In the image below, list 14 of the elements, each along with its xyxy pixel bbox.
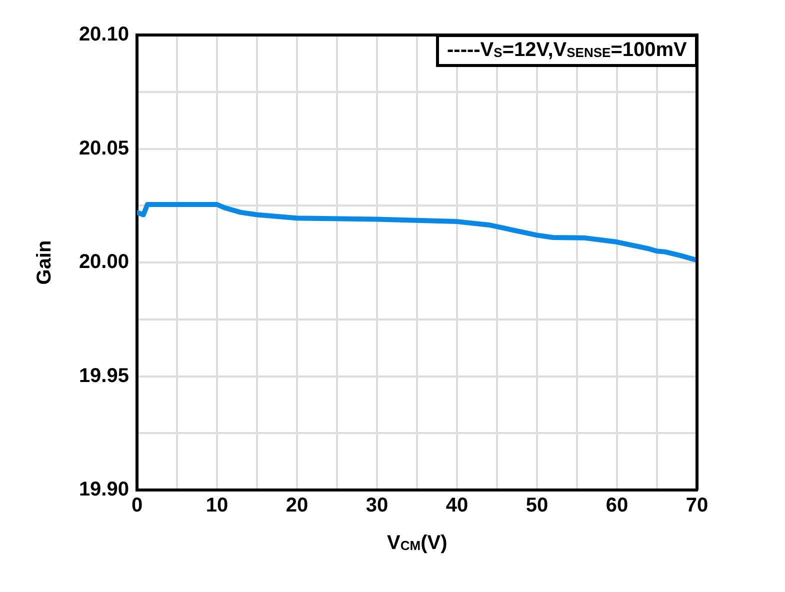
x-tick-label: 20 [286, 494, 308, 517]
y-tick-label: 20.05 [78, 137, 129, 160]
y-tick-label: 20.00 [78, 251, 129, 274]
y-tick-label: 19.90 [78, 478, 129, 501]
x-tick-label: 10 [206, 494, 228, 517]
x-tick-label: 40 [446, 494, 468, 517]
x-tick-label: 70 [686, 494, 708, 517]
y-tick-label: 20.10 [78, 24, 129, 46]
x-tick-label: 50 [526, 494, 548, 517]
y-tick-label: 19.95 [78, 364, 129, 387]
x-tick-label: 60 [606, 494, 628, 517]
y-axis-title: Gain [34, 240, 57, 285]
x-tick-label: 30 [366, 494, 388, 517]
x-tick-label: 0 [131, 494, 143, 517]
